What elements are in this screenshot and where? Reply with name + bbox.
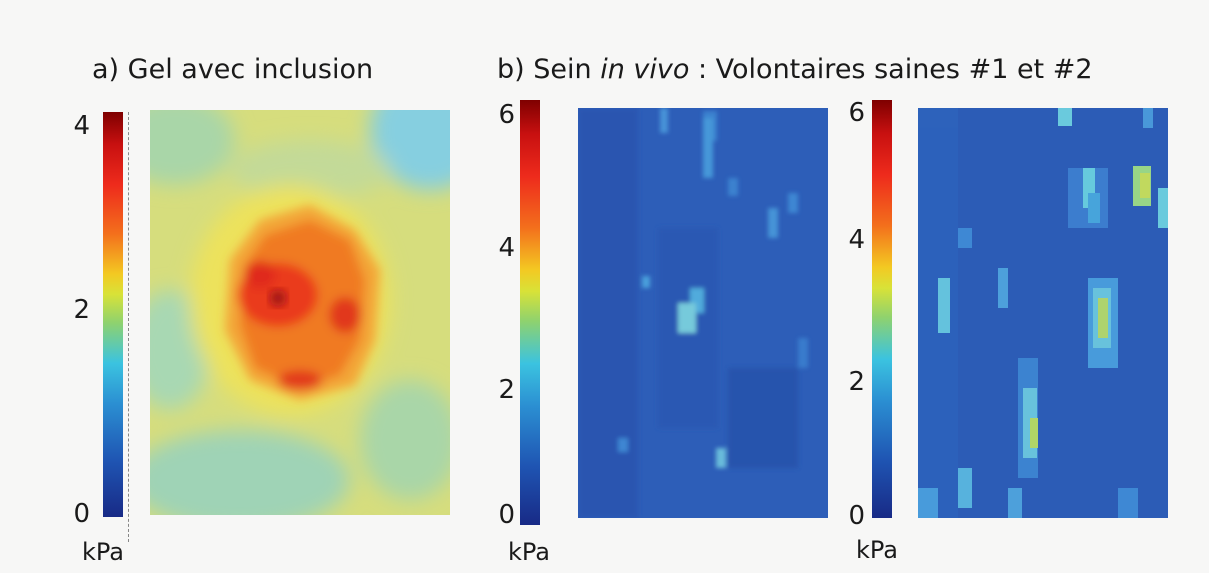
colorbar-b1-tick-2: 2 [498,375,515,405]
colorbar-b1-tick-6: 6 [498,100,515,130]
panel-a-title: a) Gel avec inclusion [92,54,374,85]
breast-map-volunteer-1 [578,108,828,518]
colorbar-a-unit: kPa [82,538,124,566]
colorbar-b2 [872,100,892,518]
gel-elasticity-map [150,110,450,515]
gel-elasticity-image [150,110,450,515]
colorbar-a-axis-line [128,112,129,542]
colorbar-b2-unit: kPa [856,536,898,564]
colorbar-b2-tick-2: 2 [848,367,865,397]
colorbar-a-tick-0: 0 [73,499,90,529]
panel-b-title-suffix: : Volontaires saines #1 et #2 [689,54,1093,85]
colorbar-b1-tick-0: 0 [498,500,515,530]
panel-b-title-italic: in vivo [600,54,690,85]
colorbar-a-tick-4: 4 [73,111,90,141]
colorbar-b1-tick-4: 4 [498,233,515,263]
colorbar-b2-tick-0: 0 [848,501,865,531]
breast-map-volunteer-2 [918,108,1168,518]
colorbar-b2-tick-6: 6 [848,98,865,128]
breast-map-2-image [918,108,1168,518]
colorbar-b2-tick-4: 4 [848,225,865,255]
colorbar-a-tick-2: 2 [73,295,90,325]
breast-map-1-image [578,108,828,518]
colorbar-a [103,112,123,517]
panel-b-title-prefix: b) Sein [497,54,601,85]
panel-b-title: b) Sein in vivo : Volontaires saines #1 … [497,56,1093,83]
colorbar-b1-unit: kPa [508,538,550,566]
colorbar-b1 [520,100,540,525]
